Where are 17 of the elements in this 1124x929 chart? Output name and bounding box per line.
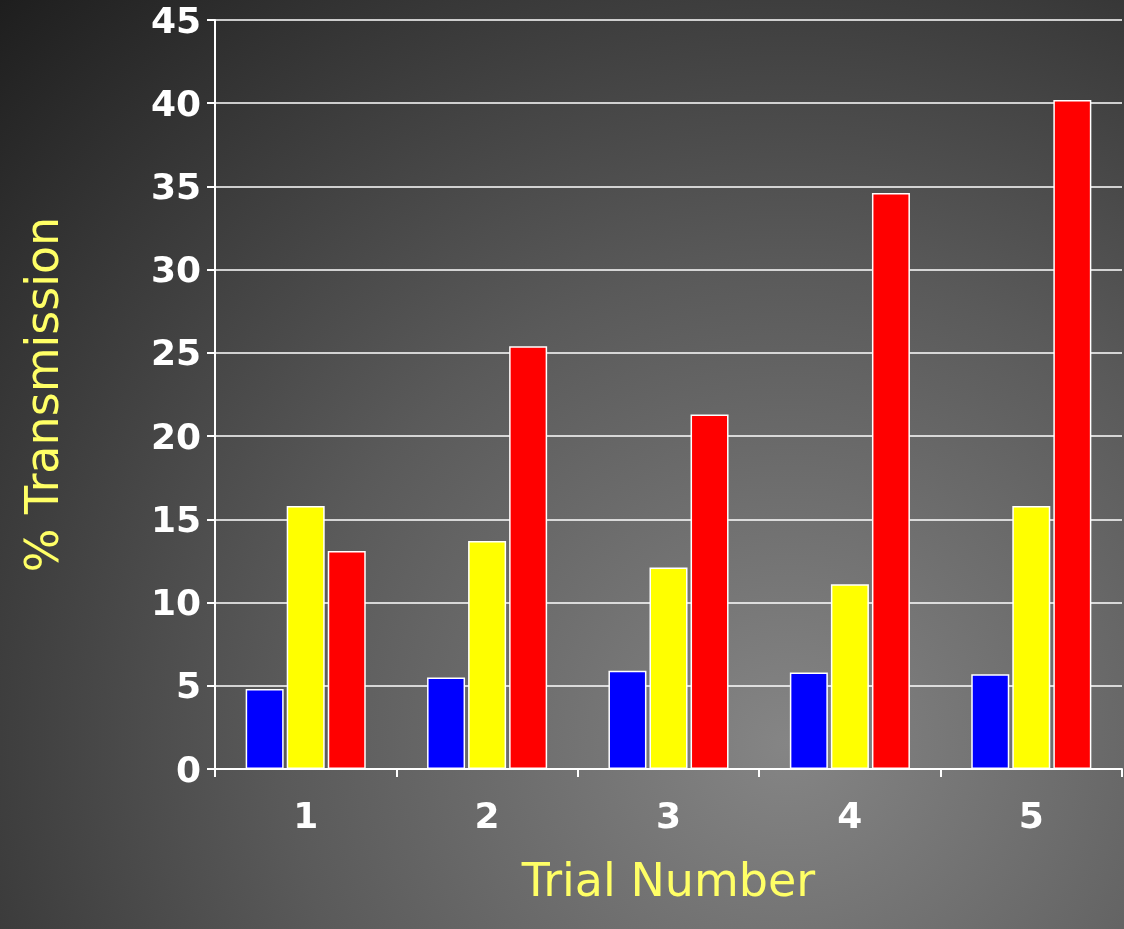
y-tick-label: 15 (150, 498, 201, 540)
y-axis-title: % Transmission (15, 216, 69, 573)
x-tick-label: 1 (293, 794, 319, 836)
x-tick-label: 3 (655, 794, 682, 836)
x-tick-label: 2 (474, 794, 500, 836)
y-tick-label: 20 (150, 415, 201, 457)
y-tick-label: 30 (150, 249, 201, 291)
x-axis-title: Trial Number (520, 853, 816, 907)
y-tick-label: 5 (175, 665, 201, 707)
y-tick-label: 25 (150, 332, 201, 374)
y-tick-label: 0 (175, 748, 201, 790)
y-tick-label: 40 (150, 82, 201, 124)
x-tick-label: 4 (837, 794, 863, 836)
y-tick-label: 45 (150, 0, 201, 41)
x-tick-label: 5 (1018, 794, 1044, 836)
y-tick-label: 35 (150, 165, 201, 207)
y-tick-label: 10 (150, 582, 201, 624)
